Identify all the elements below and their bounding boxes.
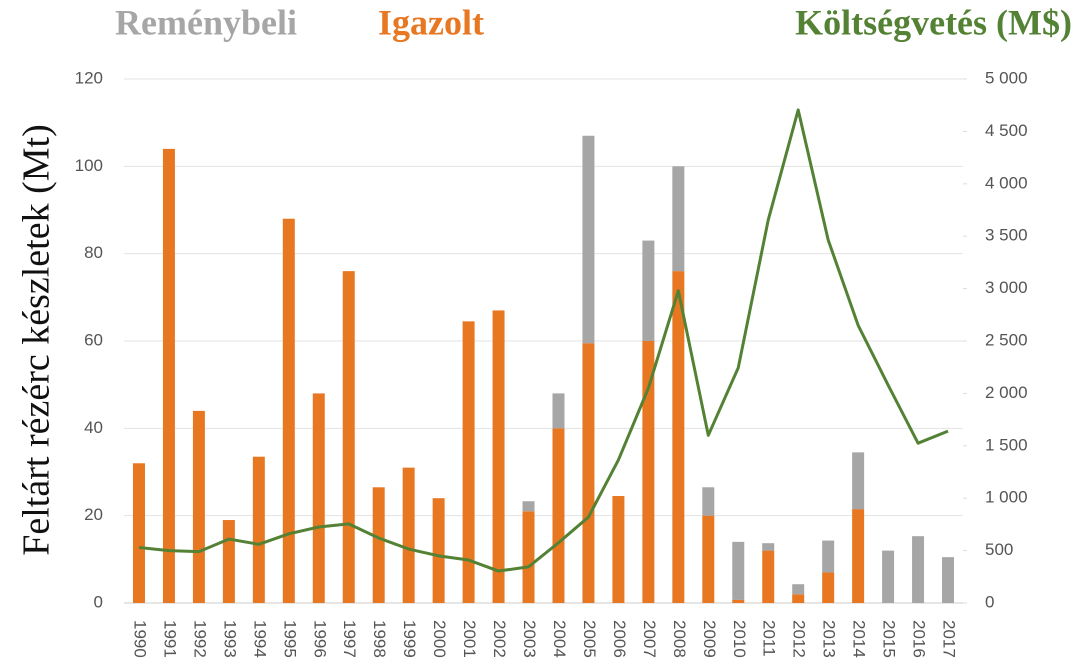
x-tick-label: 1995 xyxy=(280,620,299,658)
bar xyxy=(612,496,625,603)
x-tick-label: 1996 xyxy=(310,620,329,658)
x-tick-label: 2007 xyxy=(640,620,659,658)
x-tick-label: 1994 xyxy=(250,620,269,658)
bar xyxy=(492,310,505,603)
x-tick-label: 2012 xyxy=(790,620,809,658)
bar xyxy=(192,410,205,603)
bar xyxy=(462,321,475,603)
bar xyxy=(522,511,535,603)
x-tick-label: 2001 xyxy=(460,620,479,658)
x-tick-label: 1992 xyxy=(190,620,209,658)
y-tick-label: 80 xyxy=(84,243,103,262)
bar xyxy=(252,456,265,603)
y2-tick-label: 2 500 xyxy=(985,330,1028,349)
x-tick-label: 2004 xyxy=(550,620,569,658)
x-tick-label: 2002 xyxy=(490,620,509,658)
y-tick-label: 120 xyxy=(75,68,103,87)
bar xyxy=(312,393,325,603)
x-tick-label: 2014 xyxy=(850,620,869,658)
bar xyxy=(732,599,745,603)
y2-tick-label: 4 500 xyxy=(985,121,1028,140)
x-tick-label: 1999 xyxy=(400,620,419,658)
x-tick-label: 1997 xyxy=(340,620,359,658)
bar xyxy=(402,467,415,603)
x-tick-label: 2011 xyxy=(760,620,779,657)
x-tick-label: 1998 xyxy=(370,620,389,658)
legend-entry: Költségvetés (M$) xyxy=(795,2,1072,42)
x-tick-label: 1991 xyxy=(160,620,179,658)
bar xyxy=(132,463,145,603)
y-tick-label: 60 xyxy=(84,330,103,349)
x-tick-label: 2008 xyxy=(670,620,689,658)
y2-tick-label: 5 000 xyxy=(985,68,1028,87)
x-tick-label: 2009 xyxy=(700,620,719,658)
bar xyxy=(792,594,805,603)
bar xyxy=(702,515,715,603)
bar xyxy=(822,540,835,573)
line xyxy=(138,108,949,573)
bar xyxy=(672,166,685,272)
y2-tick-label: 3 000 xyxy=(985,278,1028,297)
bar xyxy=(762,543,775,551)
x-tick-label: 2000 xyxy=(430,620,449,658)
x-tick-label: 1990 xyxy=(130,620,149,658)
bar xyxy=(222,520,235,603)
bar xyxy=(822,572,835,603)
bar xyxy=(432,498,445,603)
y-axis-label: Feltárt rézérc készletek (Mt) xyxy=(16,124,58,556)
y2-tick-label: 1 000 xyxy=(985,488,1028,507)
y-tick-label: 20 xyxy=(84,505,103,524)
y2-tick-label: 2 000 xyxy=(985,383,1028,402)
bar xyxy=(792,584,805,595)
bar xyxy=(672,271,685,603)
bar xyxy=(882,550,895,603)
y2-tick-label: 500 xyxy=(985,540,1013,559)
x-tick-label: 2006 xyxy=(610,620,629,658)
y-tick-label: 40 xyxy=(84,418,103,437)
bar xyxy=(342,271,355,603)
bar xyxy=(552,428,565,603)
y2-tick-label: 4 000 xyxy=(985,173,1028,192)
y2-tick-label: 0 xyxy=(985,592,994,611)
legend-entry: Igazolt xyxy=(378,2,484,42)
x-tick-label: 2015 xyxy=(880,620,899,658)
bar xyxy=(852,509,865,603)
x-tick-label: 2010 xyxy=(730,620,749,658)
x-tick-label: 2013 xyxy=(820,620,839,658)
bar xyxy=(522,501,535,512)
y-tick-label: 100 xyxy=(75,156,103,175)
bar xyxy=(852,452,865,510)
y2-tick-label: 3 500 xyxy=(985,226,1028,245)
bar xyxy=(732,541,745,600)
x-tick-label: 2016 xyxy=(910,620,929,658)
x-tick-label: 2005 xyxy=(580,620,599,658)
bar xyxy=(912,536,925,603)
bar xyxy=(642,341,655,603)
bar xyxy=(582,343,595,603)
bar xyxy=(642,240,655,341)
y2-tick-label: 1 500 xyxy=(985,435,1028,454)
x-tick-label: 2003 xyxy=(520,620,539,658)
legend-entry: Reménybeli xyxy=(115,2,297,42)
x-tick-label: 1993 xyxy=(220,620,239,658)
bar xyxy=(552,393,565,429)
bar xyxy=(762,550,775,603)
bar xyxy=(582,135,595,344)
bar xyxy=(282,218,295,603)
y-tick-label: 0 xyxy=(94,592,103,611)
x-tick-label: 2017 xyxy=(940,620,959,658)
bar xyxy=(942,557,955,603)
bar xyxy=(162,148,175,603)
bar xyxy=(372,487,385,603)
bar xyxy=(702,487,715,516)
